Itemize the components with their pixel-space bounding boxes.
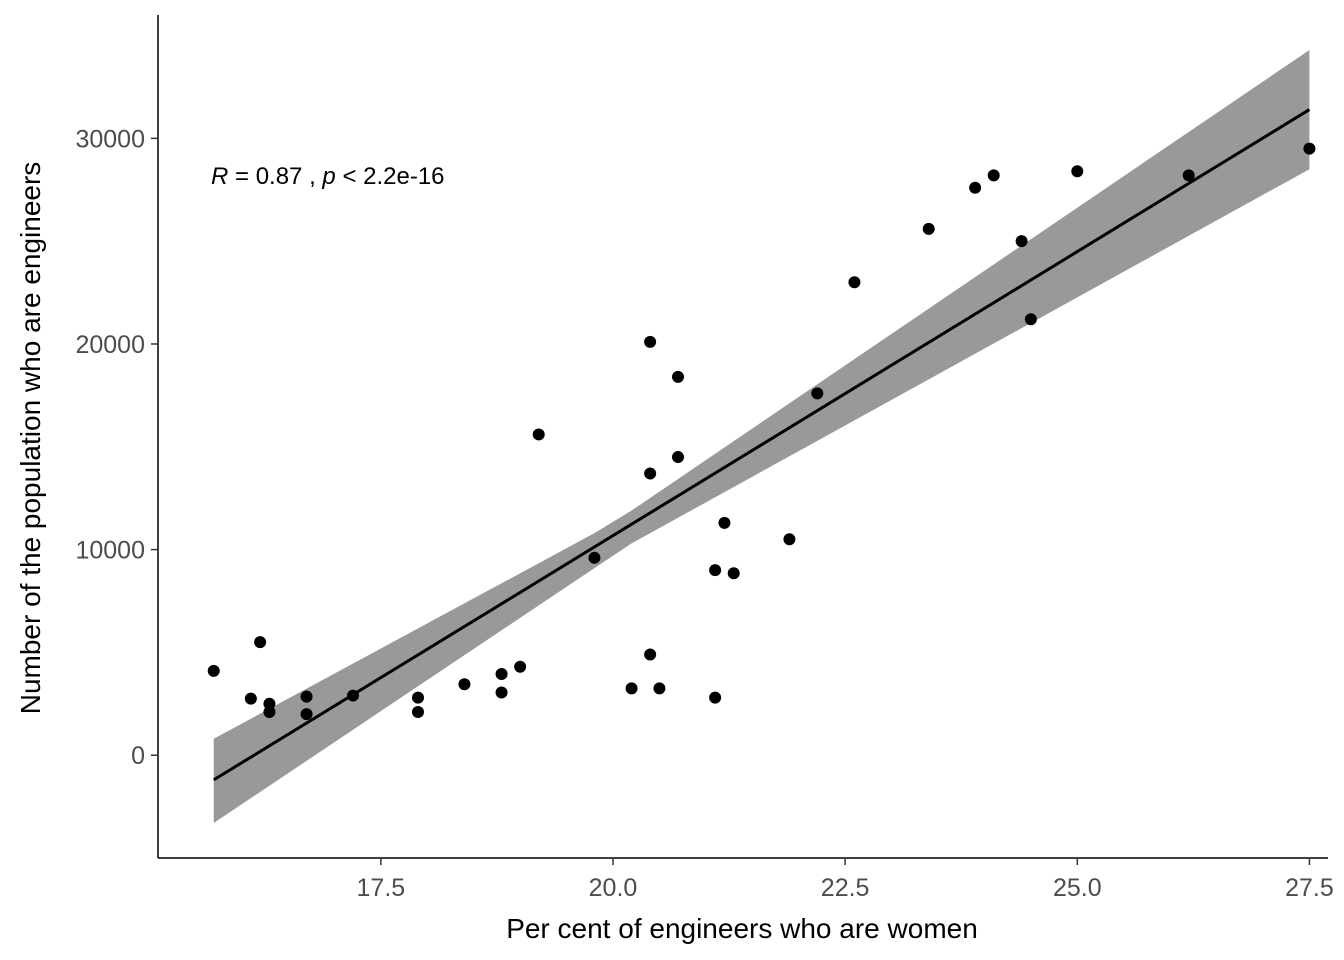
data-point — [514, 660, 527, 673]
data-point — [644, 335, 657, 348]
data-point — [644, 648, 657, 661]
x-tick-label: 20.0 — [589, 874, 638, 902]
x-axis-title: Per cent of engineers who are women — [506, 913, 978, 944]
data-point — [783, 533, 796, 546]
data-point — [254, 636, 267, 649]
r-label: R — [211, 163, 228, 190]
y-tick-label: 30000 — [75, 125, 145, 153]
confidence-band — [213, 49, 1310, 824]
data-point — [495, 667, 508, 680]
data-point — [969, 181, 982, 194]
data-point — [347, 689, 359, 702]
correlation-annotation: R = 0.87 , p < 2.2e-16 — [211, 163, 445, 190]
data-point — [412, 706, 424, 719]
data-point — [532, 428, 545, 441]
y-tick-label: 20000 — [75, 331, 145, 359]
data-point — [727, 567, 740, 580]
y-tick-label: 10000 — [75, 537, 145, 565]
x-tick-label: 27.5 — [1285, 874, 1334, 902]
data-point — [625, 682, 638, 695]
data-point — [263, 706, 276, 719]
data-point — [653, 682, 666, 695]
data-point — [1071, 165, 1084, 178]
data-point — [412, 691, 424, 704]
data-point — [207, 664, 220, 677]
data-point — [922, 222, 935, 235]
data-point — [458, 678, 471, 691]
data-point — [848, 276, 861, 289]
data-point — [718, 516, 731, 529]
x-tick-label: 17.5 — [357, 874, 406, 902]
data-point — [987, 169, 1000, 182]
data-point — [811, 387, 824, 400]
data-point — [1015, 235, 1028, 248]
data-point — [672, 370, 684, 383]
p-label: p — [321, 163, 335, 190]
data-point — [644, 467, 657, 480]
data-point — [300, 708, 313, 721]
data-point — [709, 564, 722, 577]
p-text: < 2.2e-16 — [336, 163, 445, 190]
x-tick-label: 25.0 — [1053, 874, 1102, 902]
data-point — [300, 690, 313, 703]
data-point — [709, 691, 722, 704]
regression-line — [212, 108, 1311, 782]
data-point — [588, 551, 601, 564]
data-point — [1182, 169, 1195, 182]
data-point — [1303, 142, 1316, 155]
data-point — [263, 697, 276, 710]
data-point — [672, 451, 684, 464]
x-tick-label: 22.5 — [821, 874, 870, 902]
r-text: = 0.87 , — [228, 163, 322, 190]
data-point — [244, 692, 257, 705]
y-axis-title: Number of the population who are enginee… — [15, 162, 46, 715]
data-point — [495, 686, 508, 699]
y-tick-label: 0 — [131, 742, 145, 770]
data-point — [1024, 313, 1037, 326]
